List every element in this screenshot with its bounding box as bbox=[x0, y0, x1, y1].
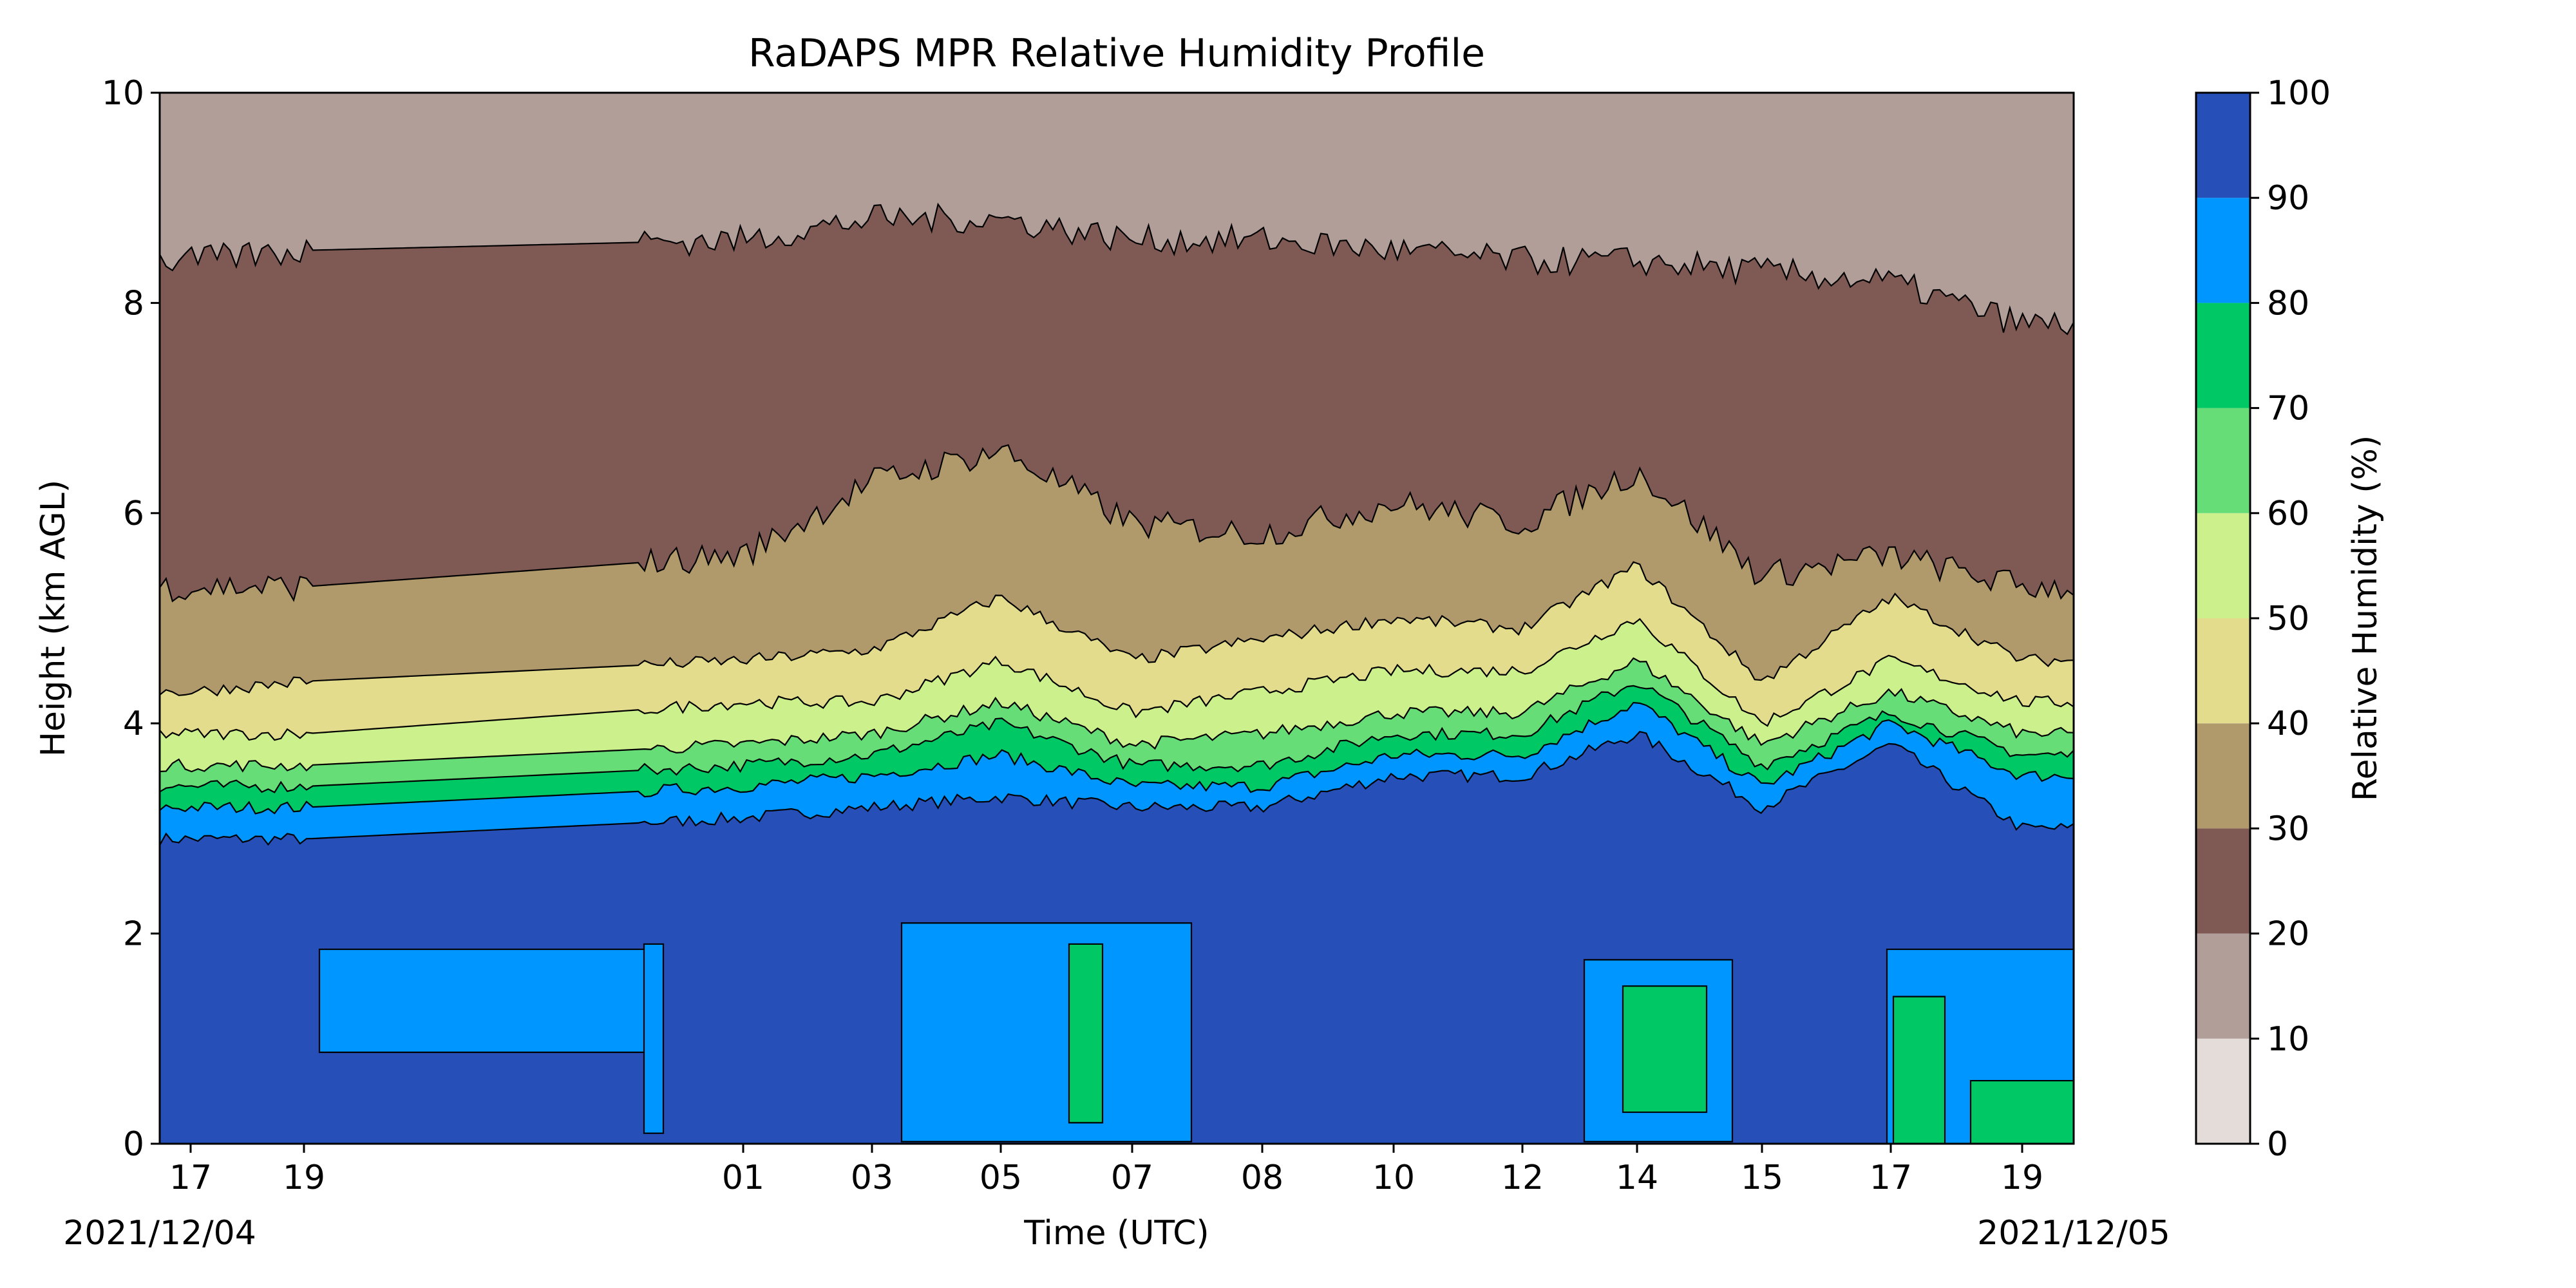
chart-title: RaDAPS MPR Relative Humidity Profile bbox=[748, 31, 1485, 76]
colorbar-tick-label: 50 bbox=[2267, 600, 2309, 638]
x-tick-label: 05 bbox=[980, 1159, 1022, 1197]
colorbar-segment bbox=[2196, 933, 2250, 1039]
x-tick-label: 19 bbox=[283, 1159, 325, 1197]
colorbar-tick-label: 70 bbox=[2267, 390, 2309, 428]
moist-pocket bbox=[643, 943, 665, 1134]
colorbar-label: Relative Humidity (%) bbox=[2346, 435, 2385, 802]
contour-line-rh90 bbox=[160, 730, 2074, 846]
x-axis-label: Time (UTC) bbox=[1023, 1214, 1209, 1253]
y-tick-label: 4 bbox=[123, 705, 144, 743]
x-tick-label: 10 bbox=[1372, 1159, 1415, 1197]
contour-line-rh70 bbox=[160, 685, 2074, 793]
x-tick-label: 01 bbox=[722, 1159, 764, 1197]
x-tick-label: 19 bbox=[2001, 1159, 2043, 1197]
x-tick-label: 03 bbox=[851, 1159, 893, 1197]
colorbar-tick-label: 80 bbox=[2267, 284, 2309, 323]
contour-line-rh40 bbox=[160, 561, 2074, 697]
colorbar-tick-label: 10 bbox=[2267, 1020, 2309, 1059]
y-tick-label: 2 bbox=[123, 915, 144, 954]
moist-pocket bbox=[900, 922, 1193, 1142]
x-tick-label: 17 bbox=[169, 1159, 212, 1197]
very-moist-pocket bbox=[1892, 996, 1946, 1144]
y-tick-label: 0 bbox=[123, 1125, 144, 1164]
x-tick-label: 15 bbox=[1741, 1159, 1783, 1197]
y-tick-label: 6 bbox=[123, 495, 144, 533]
x-tick-label: 14 bbox=[1616, 1159, 1658, 1197]
x-axis: 17 19 01 03 05 07 08 10 12 14 15 17 19 bbox=[169, 1144, 2043, 1197]
colorbar-segment bbox=[2196, 828, 2250, 934]
colorbar-tick-label: 40 bbox=[2267, 705, 2309, 743]
colorbar-segment bbox=[2196, 303, 2250, 408]
colorbar-segment bbox=[2196, 618, 2250, 724]
very-moist-pocket bbox=[1622, 985, 1708, 1113]
colorbar-segment bbox=[2196, 1038, 2250, 1144]
contour-line-rh60 bbox=[160, 657, 2074, 773]
x-tick-label: 12 bbox=[1501, 1159, 1544, 1197]
colorbar-segment bbox=[2196, 723, 2250, 829]
colorbar-tick-label: 90 bbox=[2267, 179, 2309, 218]
x-tick-label: 08 bbox=[1241, 1159, 1283, 1197]
x-tick-label: 07 bbox=[1111, 1159, 1153, 1197]
colorbar-tick-label: 60 bbox=[2267, 495, 2309, 533]
contour-line-rh20 bbox=[160, 202, 2074, 336]
contour-line-rh30 bbox=[160, 444, 2074, 603]
y-axis-label: Height (km AGL) bbox=[34, 480, 73, 757]
x-tick-label: 17 bbox=[1870, 1159, 1912, 1197]
y-tick-label: 8 bbox=[123, 284, 144, 323]
colorbar-segment bbox=[2196, 408, 2250, 513]
colorbar-tick-label: 30 bbox=[2267, 810, 2309, 848]
x-start-date-label: 2021/12/04 bbox=[63, 1214, 256, 1253]
colorbar-tick-label: 20 bbox=[2267, 915, 2309, 954]
colorbar: 0 10 20 30 40 50 60 70 80 90 100 bbox=[2195, 74, 2331, 1164]
contour-line-rh80 bbox=[160, 701, 2074, 815]
plot-area bbox=[160, 93, 2074, 1144]
colorbar-segment bbox=[2196, 513, 2250, 618]
y-axis: 0 2 4 6 8 10 bbox=[102, 74, 160, 1164]
colorbar-tick-label: 0 bbox=[2267, 1125, 2288, 1164]
contour-line-rh50 bbox=[160, 618, 2074, 741]
y-tick-label: 10 bbox=[102, 74, 144, 113]
very-moist-pocket bbox=[1068, 943, 1104, 1124]
lower-moist-pockets bbox=[318, 922, 2074, 1144]
very-moist-pocket bbox=[1969, 1079, 2074, 1144]
plot-frame bbox=[158, 91, 2075, 1145]
contour-lines bbox=[160, 202, 2074, 846]
colorbar-segment bbox=[2196, 198, 2250, 303]
colorbar-tick-label: 100 bbox=[2267, 74, 2331, 113]
colorbar-segment bbox=[2196, 93, 2250, 198]
moist-pocket bbox=[318, 948, 652, 1054]
x-end-date-label: 2021/12/05 bbox=[1977, 1214, 2170, 1253]
